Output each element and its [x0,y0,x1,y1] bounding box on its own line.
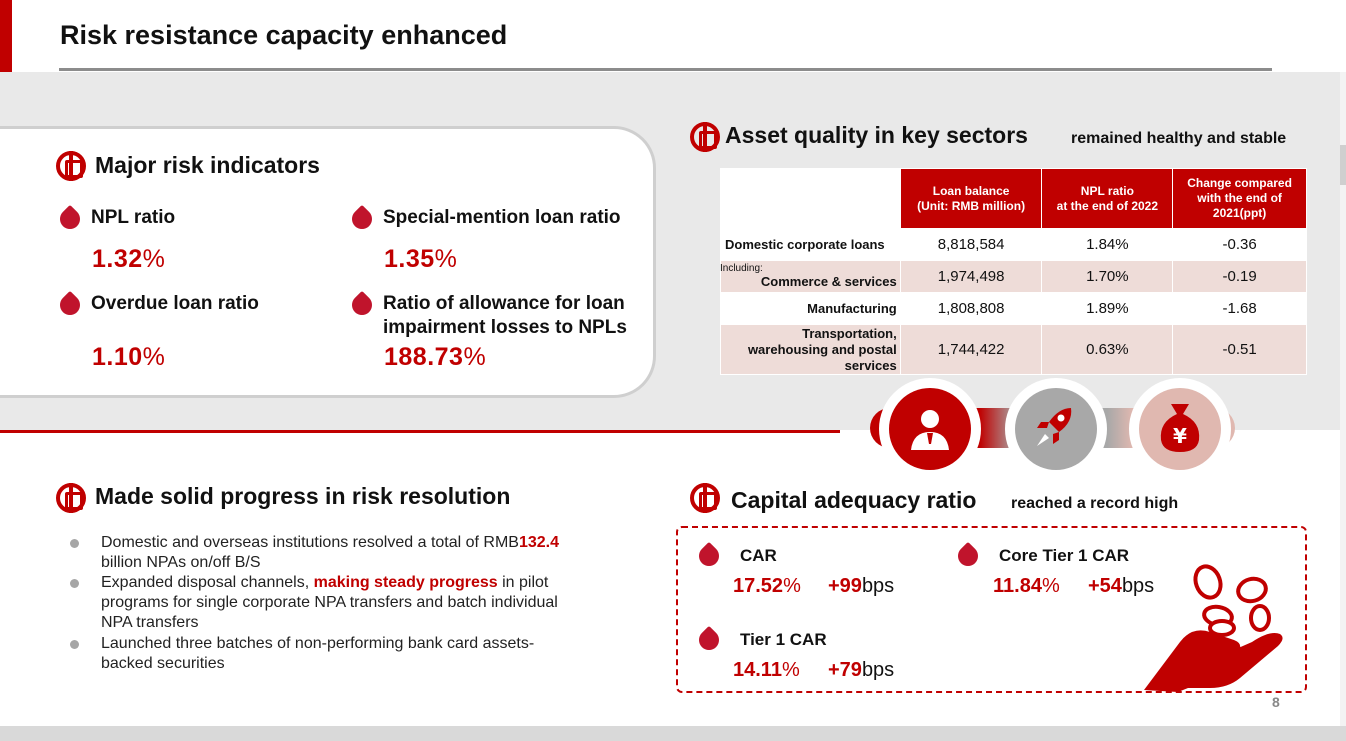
asset-quality-subheading: remained healthy and stable [1071,130,1287,147]
allowance-ratio-value: 188.73% [384,343,486,372]
special-mention-label: Special-mention loan ratio [383,207,621,228]
allowance-ratio-label-line2: impairment losses to NPLs [383,317,627,338]
bank-logo-icon [690,483,720,513]
change-cell: -1.68 [1172,292,1307,325]
page-title: Risk resistance capacity enhanced [60,20,508,50]
header-accent-bar [0,0,12,72]
overdue-ratio-unit: % [142,343,166,371]
car-delta: +99 [828,575,862,597]
highlight-phrase: making steady progress [313,574,498,591]
coins-hand-icon [1144,564,1283,692]
col-change: Change compared with the end of 2021(ppt) [1172,168,1307,229]
bottom-band [0,726,1346,741]
svg-text:¥: ¥ [1173,424,1187,448]
sector-cell: Transportation, warehousing and postal ser… [720,324,901,375]
sector-asset-quality-table: Loan balance (Unit: RMB million) NPL rati… [720,168,1307,375]
section-divider [0,430,840,433]
core-tier1-number: 11.84 [993,575,1042,597]
allowance-ratio-label: Ratio of allowance for loan impairment l… [383,292,627,340]
allowance-ratio-number: 188.73 [384,343,464,371]
car-value: 17.52% [733,575,801,598]
capital-ratio-box [676,526,1307,693]
col-loan-balance: Loan balance (Unit: RMB million) [899,168,1043,229]
npl-ratio-number: 1.32 [92,245,143,273]
balance-cell: 8,818,584 [899,228,1043,261]
rocket-icon [1005,378,1107,480]
npl-cell: 1.70% [1041,260,1174,293]
core-tier1-label: Core Tier 1 CAR [999,546,1130,565]
capital-heading: Capital adequacy ratio [731,487,977,513]
money-bag-icon: ¥ [1129,378,1231,480]
highlight-amount: 132.4 [518,534,560,551]
core-tier1-delta-unit: bps [1121,575,1155,597]
col-npl-ratio: NPL ratio at the end of 2022 [1041,168,1174,229]
change-cell: -0.36 [1172,228,1307,261]
table-row: Domestic corporate loans 8,818,584 1.84%… [720,228,1307,261]
including-label: Including: [720,263,763,274]
balance-cell: 1,808,808 [899,292,1043,325]
list-item: Domestic and overseas institutions resol… [70,533,590,573]
core-tier1-unit: % [1041,575,1060,597]
bullet-dot [70,640,79,649]
table-header-row: Loan balance (Unit: RMB million) NPL rati… [720,168,1307,229]
allowance-ratio-unit: % [463,343,487,371]
person-icon [879,378,981,480]
special-mention-value: 1.35% [384,245,457,274]
tier1-delta-unit: bps [861,659,895,681]
list-item: Launched three batches of non-performing… [70,634,590,674]
overdue-ratio-number: 1.10 [92,343,143,371]
change-cell: -0.51 [1172,324,1307,375]
overdue-ratio-value: 1.10% [92,343,165,372]
overdue-ratio-label: Overdue loan ratio [91,293,259,314]
page-number: 8 [1272,694,1280,710]
special-mention-number: 1.35 [384,245,435,273]
core-tier1-value: 11.84% [993,575,1060,598]
tier1-change: +79bps [828,659,894,682]
scrollbar-thumb[interactable] [1340,145,1346,185]
car-label: CAR [740,546,777,565]
tier1-delta: +79 [828,659,862,681]
bank-logo-icon [690,122,720,152]
balance-cell: 1,744,422 [899,324,1043,375]
sector-cell: Domestic corporate loans [720,228,901,261]
npl-ratio-label: NPL ratio [91,207,176,228]
core-tier1-delta: +54 [1088,575,1122,597]
table-row: Including: Commerce & services 1,974,498 … [720,260,1307,293]
table-row: Transportation, warehousing and postal ser… [720,324,1307,375]
car-delta-unit: bps [861,575,895,597]
npl-cell: 1.84% [1041,228,1174,261]
title-divider [59,68,1272,71]
tier1-number: 14.11 [733,659,782,681]
balance-cell: 1,974,498 [899,260,1043,293]
asset-quality-heading: Asset quality in key sectors [725,122,1028,148]
table-header-blank [720,168,901,229]
bullet-dot [70,579,79,588]
car-number: 17.52 [733,575,784,597]
bullet-dot [70,539,79,548]
right-edge-strip [1340,72,1346,741]
tier1-unit: % [781,659,800,681]
npl-ratio-unit: % [142,245,166,273]
allowance-ratio-label-line1: Ratio of allowance for loan [383,293,625,314]
list-item: Expanded disposal channels, making stead… [70,573,590,633]
npl-cell: 1.89% [1041,292,1174,325]
major-risk-card [0,126,656,398]
risk-resolution-heading: Made solid progress in risk resolution [95,483,511,509]
bank-logo-icon [56,483,86,513]
sector-cell: Manufacturing [720,292,901,325]
table-row: Manufacturing 1,808,808 1.89% -1.68 [720,292,1307,325]
capital-subheading: reached a record high [1011,495,1179,512]
special-mention-unit: % [434,245,458,273]
car-change: +99bps [828,575,894,598]
core-tier1-change: +54bps [1088,575,1154,598]
car-unit: % [783,575,801,597]
tier1-value: 14.11% [733,659,800,682]
npl-ratio-value: 1.32% [92,245,165,274]
sector-cell: Including: Commerce & services [720,260,901,293]
bank-logo-icon [56,151,86,181]
tier1-label: Tier 1 CAR [740,630,827,649]
change-cell: -0.19 [1172,260,1307,293]
major-risk-heading: Major risk indicators [95,152,320,178]
npl-cell: 0.63% [1041,324,1174,375]
